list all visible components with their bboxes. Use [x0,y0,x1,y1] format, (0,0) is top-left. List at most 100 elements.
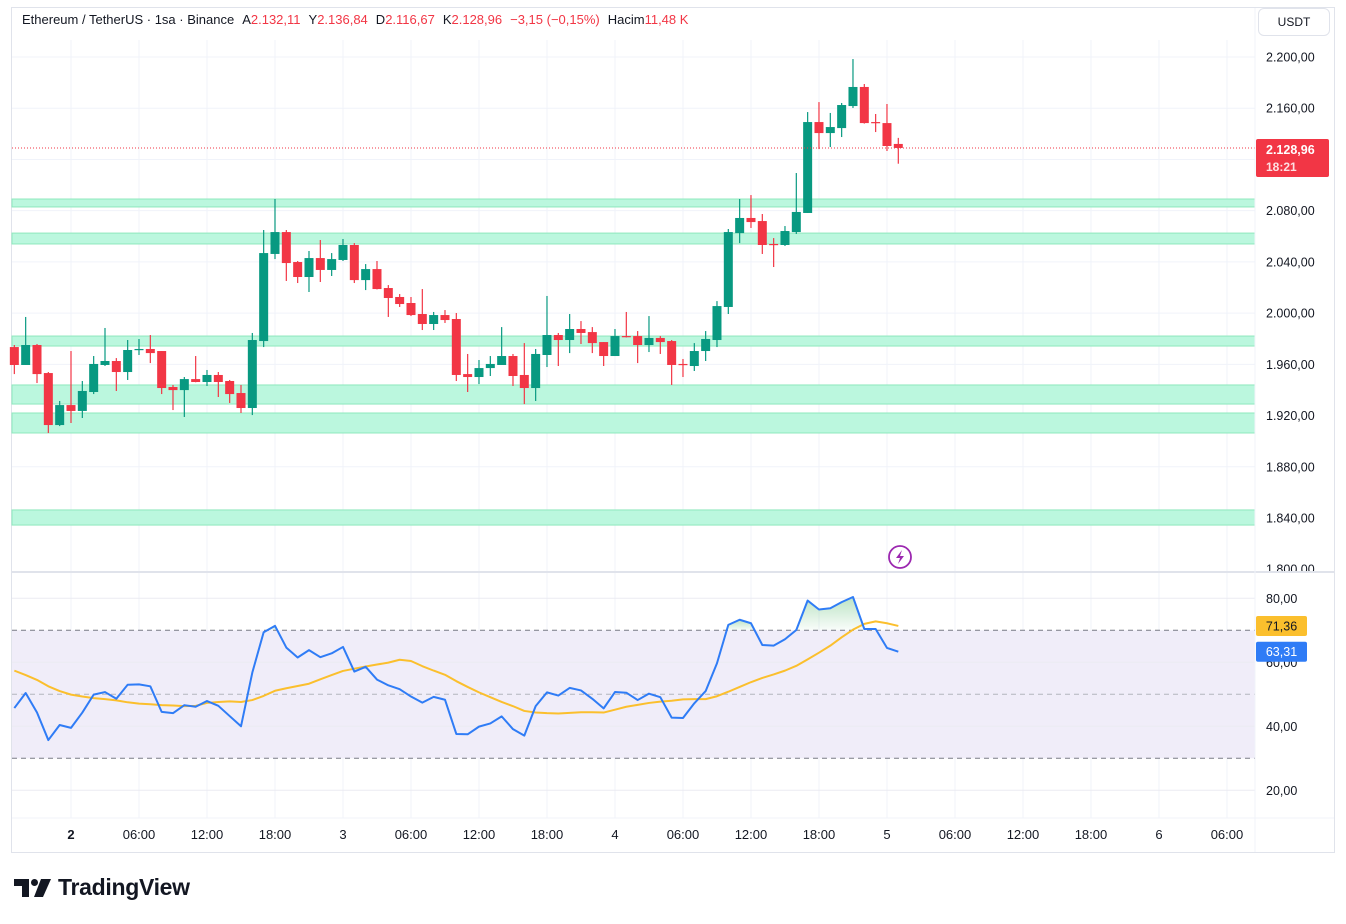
price-axis-label: 2.160,00 [1266,102,1315,116]
candle-body [848,86,858,107]
candle-body [803,122,813,213]
candle [837,102,847,138]
candle [542,295,552,368]
candle [315,239,325,283]
candle [667,340,677,385]
candle-body [485,363,495,369]
candle-body [542,335,552,355]
candle-body [327,259,337,270]
candle-body [712,306,722,341]
candle-body [689,351,699,367]
candle [100,327,110,367]
candle-body [440,315,450,321]
candle-body [134,348,144,351]
candle [383,285,393,317]
candle-body [882,123,892,147]
candle-body [508,356,518,376]
time-axis-label: 4 [611,827,618,842]
candle [780,226,790,247]
candle-body [565,328,575,341]
rsi-ma-line [13,620,899,715]
rsi-pane [12,596,1255,791]
time-axis-label: 06:00 [1211,827,1244,842]
price-axis-label: 2.000,00 [1266,307,1315,321]
candle [123,340,133,380]
candle [791,173,801,234]
candle [508,353,518,386]
candle-body [735,217,745,234]
candle-body [667,341,677,365]
candle [701,331,711,362]
rsi-axis-label: 40,00 [1266,720,1297,734]
candle [281,230,291,281]
candle [565,314,575,354]
candle-body [281,232,291,264]
candle [77,380,87,419]
price-zone [11,198,1256,208]
candle [803,112,813,213]
candle [893,137,903,164]
rsi-overbought-fill [726,619,755,631]
candle [145,335,155,364]
lightning-icon[interactable] [888,545,912,569]
candle [746,195,756,228]
candle-body [89,363,99,393]
candle-body [372,269,382,290]
candle [168,384,178,411]
candle-body [791,211,801,233]
candle-body [814,122,824,134]
candle [474,359,484,385]
candle [417,289,427,331]
legend-header: Ethereum / TetherUS · 1sa · Binance A 2.1… [22,12,688,27]
volume-label: Hacim [607,12,645,27]
candle-body [893,143,903,148]
candle [655,336,665,354]
candle [213,372,223,397]
time-axis-label: 06:00 [123,827,156,842]
candle-body [293,262,303,278]
candle-body [621,336,631,338]
time-axis-label: 3 [339,827,346,842]
time-axis-label: 18:00 [1075,827,1108,842]
candle [497,327,507,365]
candle [304,251,314,292]
candle [134,338,144,355]
high-label: Y [308,12,318,27]
candle [327,253,337,276]
price-axis-label: 1.960,00 [1266,358,1315,372]
candle [338,238,348,261]
time-axis-label: 18:00 [531,827,564,842]
candle [519,343,529,405]
candle [32,343,42,384]
candle-body [304,258,314,278]
candle [157,351,167,395]
close-value: 2.128,96 [451,12,503,27]
candle-body [463,374,473,378]
candle-body [395,296,405,305]
tradingview-logo[interactable]: TradingView [14,874,190,901]
candle [179,377,189,417]
candle [689,343,699,372]
rsi_ma-value-label: 71,36 [1266,619,1297,633]
candle-body [315,258,325,270]
candle-body [21,345,31,365]
candle [247,332,257,416]
candle-body [655,337,665,343]
candle [66,351,76,423]
change-value: −3,15 (−0,15%) [510,12,600,27]
candle [621,311,631,338]
candle-body [202,374,212,383]
candle-body [225,380,235,395]
candle [871,113,881,133]
candle-body [236,393,246,409]
candle [463,353,473,393]
candle [882,103,892,151]
currency-button[interactable]: USDT [1258,8,1330,36]
axes: 2.200,00 2.160,00 2.080,00 2.040,00 2.000,00… [12,8,1334,852]
candle [349,243,359,284]
time-axis-label: 18:00 [803,827,836,842]
symbol-title[interactable]: Ethereum / TetherUS · 1sa · Binance [22,12,235,27]
price-axis-label: 2.080,00 [1266,204,1315,218]
candle-body [746,217,756,223]
